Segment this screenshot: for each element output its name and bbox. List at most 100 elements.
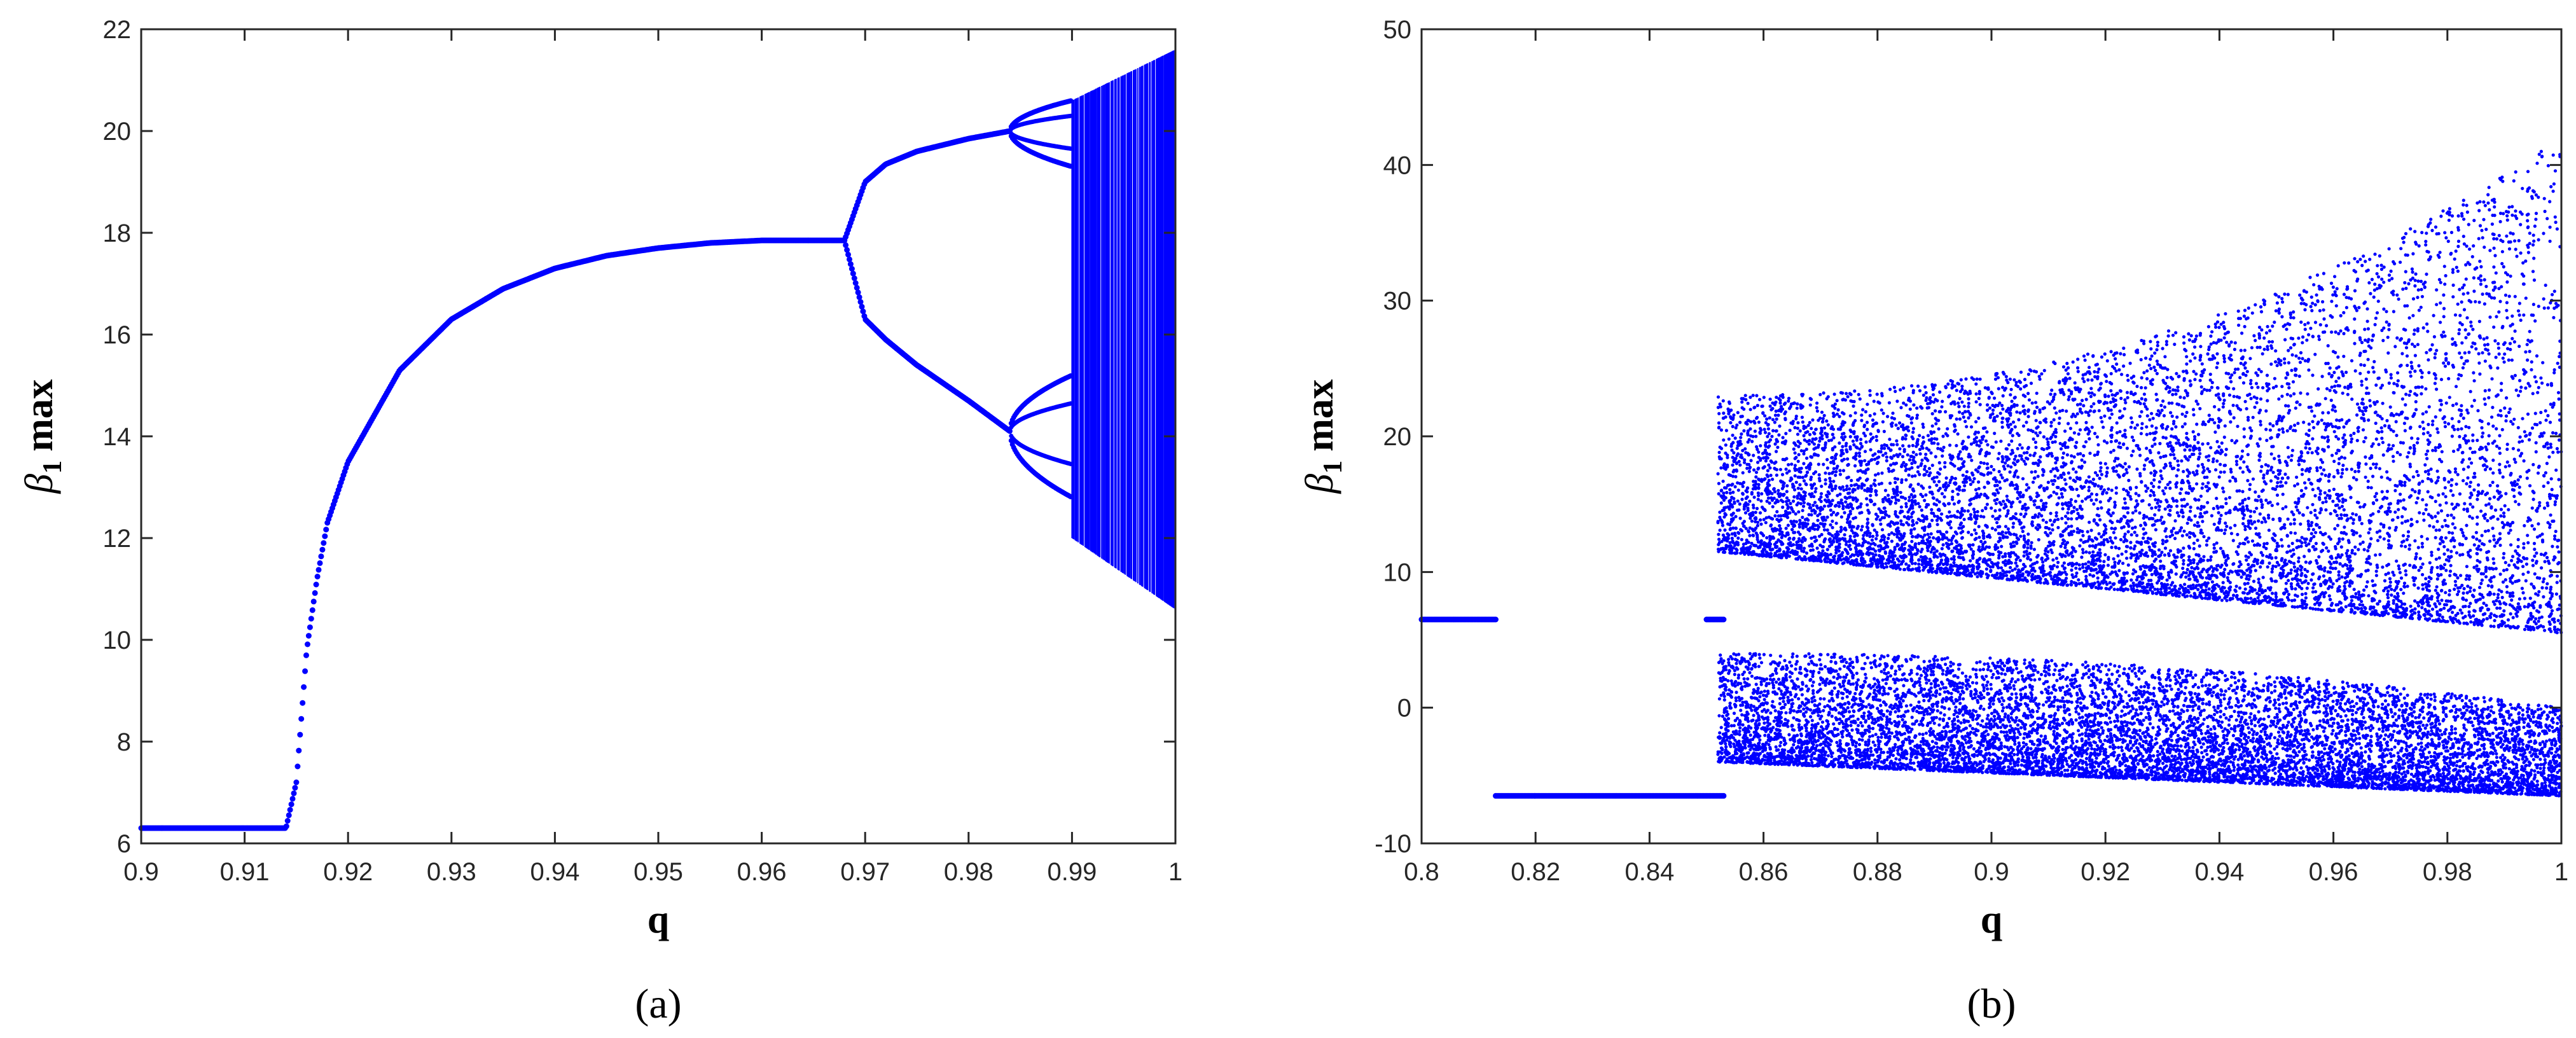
data-point: [1983, 485, 1986, 489]
data-point: [2461, 531, 2465, 535]
data-point: [2344, 605, 2348, 609]
data-point: [2257, 458, 2261, 462]
data-point: [2350, 548, 2354, 553]
data-point: [2234, 550, 2238, 554]
data-point: [1901, 423, 1905, 427]
data-point: [2420, 606, 2424, 609]
data-point: [2285, 392, 2289, 396]
data-point: [2413, 539, 2417, 543]
data-point: [2444, 536, 2448, 540]
data-point: [2259, 500, 2263, 504]
data-point: [2424, 240, 2428, 244]
data-point: [2353, 257, 2357, 261]
data-point: [286, 812, 292, 819]
data-point: [2046, 400, 2049, 404]
data-point: [2187, 332, 2191, 336]
data-point: [2182, 335, 2186, 339]
data-point: [1907, 499, 1911, 502]
data-point: [2096, 370, 2100, 374]
data-point: [1733, 436, 1737, 440]
data-point: [1831, 519, 1834, 523]
data-point: [2081, 551, 2085, 555]
data-point: [2434, 605, 2438, 609]
data-point: [2096, 377, 2100, 380]
data-point: [1824, 482, 1827, 486]
data-point: [2362, 363, 2366, 368]
x-tick-label: 1: [1168, 858, 1182, 886]
data-point: [2530, 582, 2533, 586]
data-point: [2385, 512, 2389, 516]
data-point: [298, 716, 305, 722]
data-point: [2283, 292, 2287, 296]
data-point: [2451, 611, 2455, 614]
data-point: [2296, 482, 2299, 486]
data-point: [2259, 423, 2262, 427]
data-point: [2547, 455, 2551, 459]
data-point: [1731, 546, 1735, 550]
data-point: [2337, 462, 2341, 466]
data-point: [860, 308, 866, 315]
data-point: [2254, 382, 2259, 385]
data-point: [1973, 528, 1977, 532]
data-point: [2349, 385, 2353, 389]
data-point: [2137, 494, 2141, 497]
chart-a-y-title-symbol: β: [18, 474, 61, 494]
data-point: [2521, 565, 2525, 569]
data-point: [2088, 366, 2091, 370]
data-point: [1998, 480, 2002, 484]
data-point: [1929, 532, 1933, 536]
data-point: [1778, 467, 1782, 471]
data-point: [2415, 520, 2419, 523]
data-point: [2239, 361, 2243, 365]
data-point: [2195, 422, 2199, 426]
data-point: [1493, 616, 1499, 623]
data-point: [847, 256, 852, 263]
chart-a-y-title-subscript: 1: [38, 460, 67, 474]
data-point: [2514, 500, 2517, 504]
data-point: [2451, 295, 2455, 299]
data-point: [2312, 535, 2316, 539]
data-point: [2192, 370, 2196, 373]
data-point: [291, 790, 297, 796]
data-point: [2266, 513, 2271, 517]
data-point: [2087, 488, 2091, 492]
data-point: [2149, 340, 2152, 343]
data-point: [2217, 313, 2220, 317]
data-point: [2066, 511, 2070, 515]
data-point: [2462, 235, 2465, 239]
data-point: [2193, 345, 2197, 349]
data-point: [2170, 401, 2174, 405]
data-point: [1879, 522, 1883, 526]
data-point: [2402, 341, 2406, 345]
data-point: [2523, 430, 2526, 434]
data-point: [2195, 469, 2199, 473]
data-point: [1728, 488, 1732, 492]
data-point: [2079, 538, 2083, 542]
data-point: [2330, 385, 2334, 389]
data-point: [1771, 429, 1775, 432]
data-point: [1969, 513, 1972, 516]
data-point: [2505, 316, 2509, 320]
data-point: [2016, 446, 2019, 451]
data-point: [2250, 311, 2254, 315]
data-point: [2343, 385, 2347, 389]
data-point: [1961, 412, 1965, 415]
data-point: [2434, 446, 2437, 450]
data-point: [2467, 350, 2471, 354]
data-point: [2327, 549, 2330, 553]
data-point: [1738, 502, 1742, 506]
data-point: [2530, 524, 2534, 528]
data-point: [857, 299, 864, 305]
data-point: [1915, 413, 1919, 417]
data-point: [2472, 371, 2476, 375]
data-point: [1998, 508, 2002, 512]
data-point: [2456, 244, 2460, 248]
data-point: [2363, 502, 2367, 507]
data-point: [2517, 485, 2521, 489]
data-point: [2285, 328, 2289, 331]
data-point: [2427, 513, 2430, 516]
data-point: [1747, 469, 1751, 473]
data-point: [1748, 534, 1752, 537]
data-point: [2410, 267, 2414, 271]
data-point: [1971, 480, 1975, 484]
